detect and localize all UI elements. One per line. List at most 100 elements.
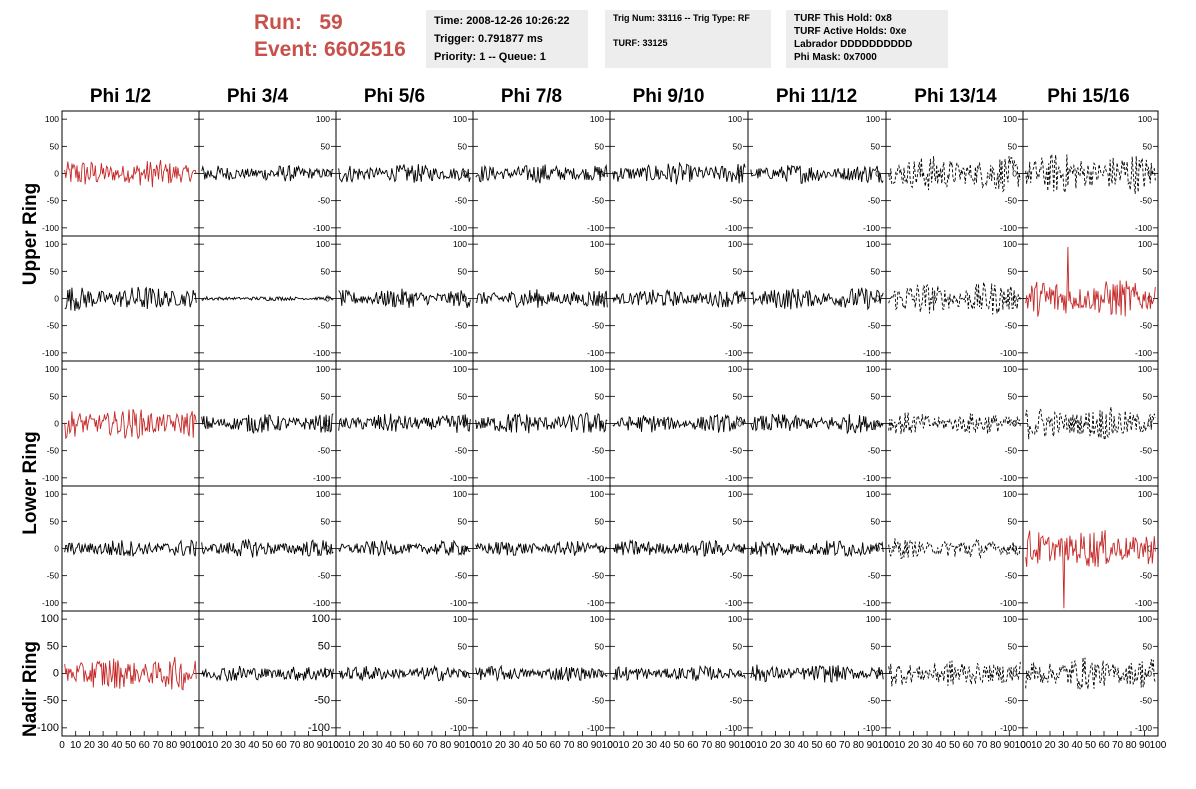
y-tick-label: 100 <box>453 489 467 499</box>
waveform-trace <box>64 539 197 557</box>
y-tick-label: 50 <box>47 640 59 652</box>
y-tick-label: 50 <box>1008 141 1018 151</box>
y-tick-label: 100 <box>590 614 604 624</box>
y-tick-label: -100 <box>450 348 467 358</box>
y-tick-label: -100 <box>450 473 467 483</box>
x-tick-label: 10 <box>894 740 906 751</box>
y-tick-label: 50 <box>50 266 60 276</box>
y-tick-label: 50 <box>1143 266 1153 276</box>
y-tick-label: 0 <box>324 668 330 680</box>
y-tick-label: 50 <box>595 266 605 276</box>
y-tick-label: -100 <box>1000 223 1017 233</box>
y-tick-label: 50 <box>321 391 331 401</box>
y-tick-label: 100 <box>1003 489 1017 499</box>
y-tick-label: -100 <box>1000 723 1017 733</box>
x-tick-label: 90 <box>454 740 466 751</box>
y-tick-label: -100 <box>1135 223 1152 233</box>
y-tick-label: -50 <box>730 446 743 456</box>
y-tick-label: -50 <box>592 696 605 706</box>
col-header-4: Phi 7/8 <box>500 86 563 107</box>
y-tick-label: 50 <box>318 640 330 652</box>
x-tick-label: 20 <box>770 740 782 751</box>
y-tick-label: 50 <box>733 141 743 151</box>
y-tick-label: 0 <box>53 668 59 680</box>
y-tick-label: 100 <box>316 489 330 499</box>
col-header-7: Phi 13/14 <box>914 86 997 107</box>
waveform-trace <box>888 538 1021 560</box>
y-tick-label: -100 <box>313 223 330 233</box>
y-tick-label: 0 <box>1147 419 1152 429</box>
x-tick-label: 30 <box>372 740 384 751</box>
y-tick-label: -100 <box>863 723 880 733</box>
x-tick-label: 0 <box>607 740 613 751</box>
y-tick-label: 100 <box>728 614 742 624</box>
waveform-trace <box>338 413 471 433</box>
waveform-trace <box>612 413 746 433</box>
y-tick-label: 100 <box>866 364 880 374</box>
y-tick-label: 100 <box>45 489 59 499</box>
waveform-trace <box>888 660 1021 687</box>
y-tick-label: -100 <box>42 598 59 608</box>
trig-text: Trig Num: 33116 -- Trig Type: RF <box>613 13 750 23</box>
waveform-trace <box>338 664 471 682</box>
y-tick-label: 50 <box>50 141 60 151</box>
x-tick-label: 50 <box>949 740 961 751</box>
x-tick-label: 50 <box>673 740 685 751</box>
waveform-trace <box>612 539 746 557</box>
y-tick-label: -100 <box>308 722 330 734</box>
x-tick-label: 0 <box>470 740 476 751</box>
y-tick-label: -50 <box>730 196 743 206</box>
x-tick-label: 20 <box>495 740 507 751</box>
y-tick-label: 0 <box>1012 294 1017 304</box>
y-tick-label: 50 <box>871 516 881 526</box>
y-tick-label: -50 <box>868 321 881 331</box>
x-tick-label: 60 <box>1098 740 1110 751</box>
x-tick-label: 70 <box>976 740 988 751</box>
y-tick-label: -100 <box>450 598 467 608</box>
x-tick-label: 100 <box>602 740 619 751</box>
y-tick-label: 0 <box>1147 544 1152 554</box>
priority-text: Priority: 1 -- Queue: 1 <box>434 51 546 63</box>
waveform-trace <box>612 161 746 185</box>
y-tick-label: 100 <box>1003 239 1017 249</box>
y-tick-label: 0 <box>737 294 742 304</box>
waveform-trace <box>338 539 471 557</box>
y-tick-label: -50 <box>592 321 605 331</box>
x-tick-label: 10 <box>207 740 219 751</box>
y-tick-label: 50 <box>50 516 60 526</box>
y-tick-label: -50 <box>1140 446 1153 456</box>
y-tick-label: 0 <box>325 169 330 179</box>
y-tick-label: -100 <box>725 348 742 358</box>
y-tick-label: 100 <box>453 114 467 124</box>
y-tick-label: 50 <box>733 266 743 276</box>
y-tick-label: 50 <box>871 391 881 401</box>
run-value: 59 <box>319 11 343 34</box>
trig-info-box: Trig Num: 33116 -- Trig Type: RF TURF: 3… <box>605 10 771 68</box>
x-tick-label: 40 <box>111 740 123 751</box>
y-tick-label: -50 <box>1005 446 1018 456</box>
y-tick-label: 0 <box>54 544 59 554</box>
y-tick-label: 100 <box>866 239 880 249</box>
y-tick-label: 0 <box>1012 419 1017 429</box>
y-tick-label: 0 <box>875 294 880 304</box>
y-tick-label: -100 <box>450 723 467 733</box>
x-tick-label: 30 <box>98 740 110 751</box>
x-tick-label: 0 <box>333 740 339 751</box>
waveform-trace <box>475 289 608 308</box>
y-tick-label: -100 <box>450 223 467 233</box>
x-tick-label: 80 <box>166 740 178 751</box>
y-tick-label: 0 <box>1012 169 1017 179</box>
y-tick-label: 50 <box>458 266 468 276</box>
x-tick-label: 100 <box>1150 740 1167 751</box>
x-tick-label: 50 <box>811 740 823 751</box>
y-tick-label: 50 <box>458 641 468 651</box>
y-tick-label: -50 <box>1140 571 1153 581</box>
y-tick-label: 0 <box>325 294 330 304</box>
y-tick-label: -50 <box>318 446 331 456</box>
y-tick-label: 100 <box>728 364 742 374</box>
x-tick-label: 50 <box>1085 740 1097 751</box>
y-tick-label: 50 <box>595 516 605 526</box>
y-tick-label: 100 <box>1003 114 1017 124</box>
y-tick-label: 100 <box>45 114 59 124</box>
panel-frame <box>335 110 474 237</box>
